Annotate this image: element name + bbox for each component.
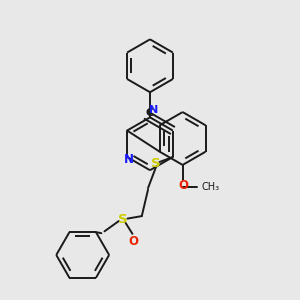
Text: O: O: [178, 178, 188, 192]
Text: CH₃: CH₃: [202, 182, 220, 192]
Text: S: S: [118, 213, 128, 226]
Text: N: N: [149, 105, 158, 115]
Text: C: C: [145, 109, 153, 118]
Text: N: N: [124, 153, 134, 166]
Text: S: S: [151, 157, 160, 170]
Text: O: O: [129, 235, 139, 248]
